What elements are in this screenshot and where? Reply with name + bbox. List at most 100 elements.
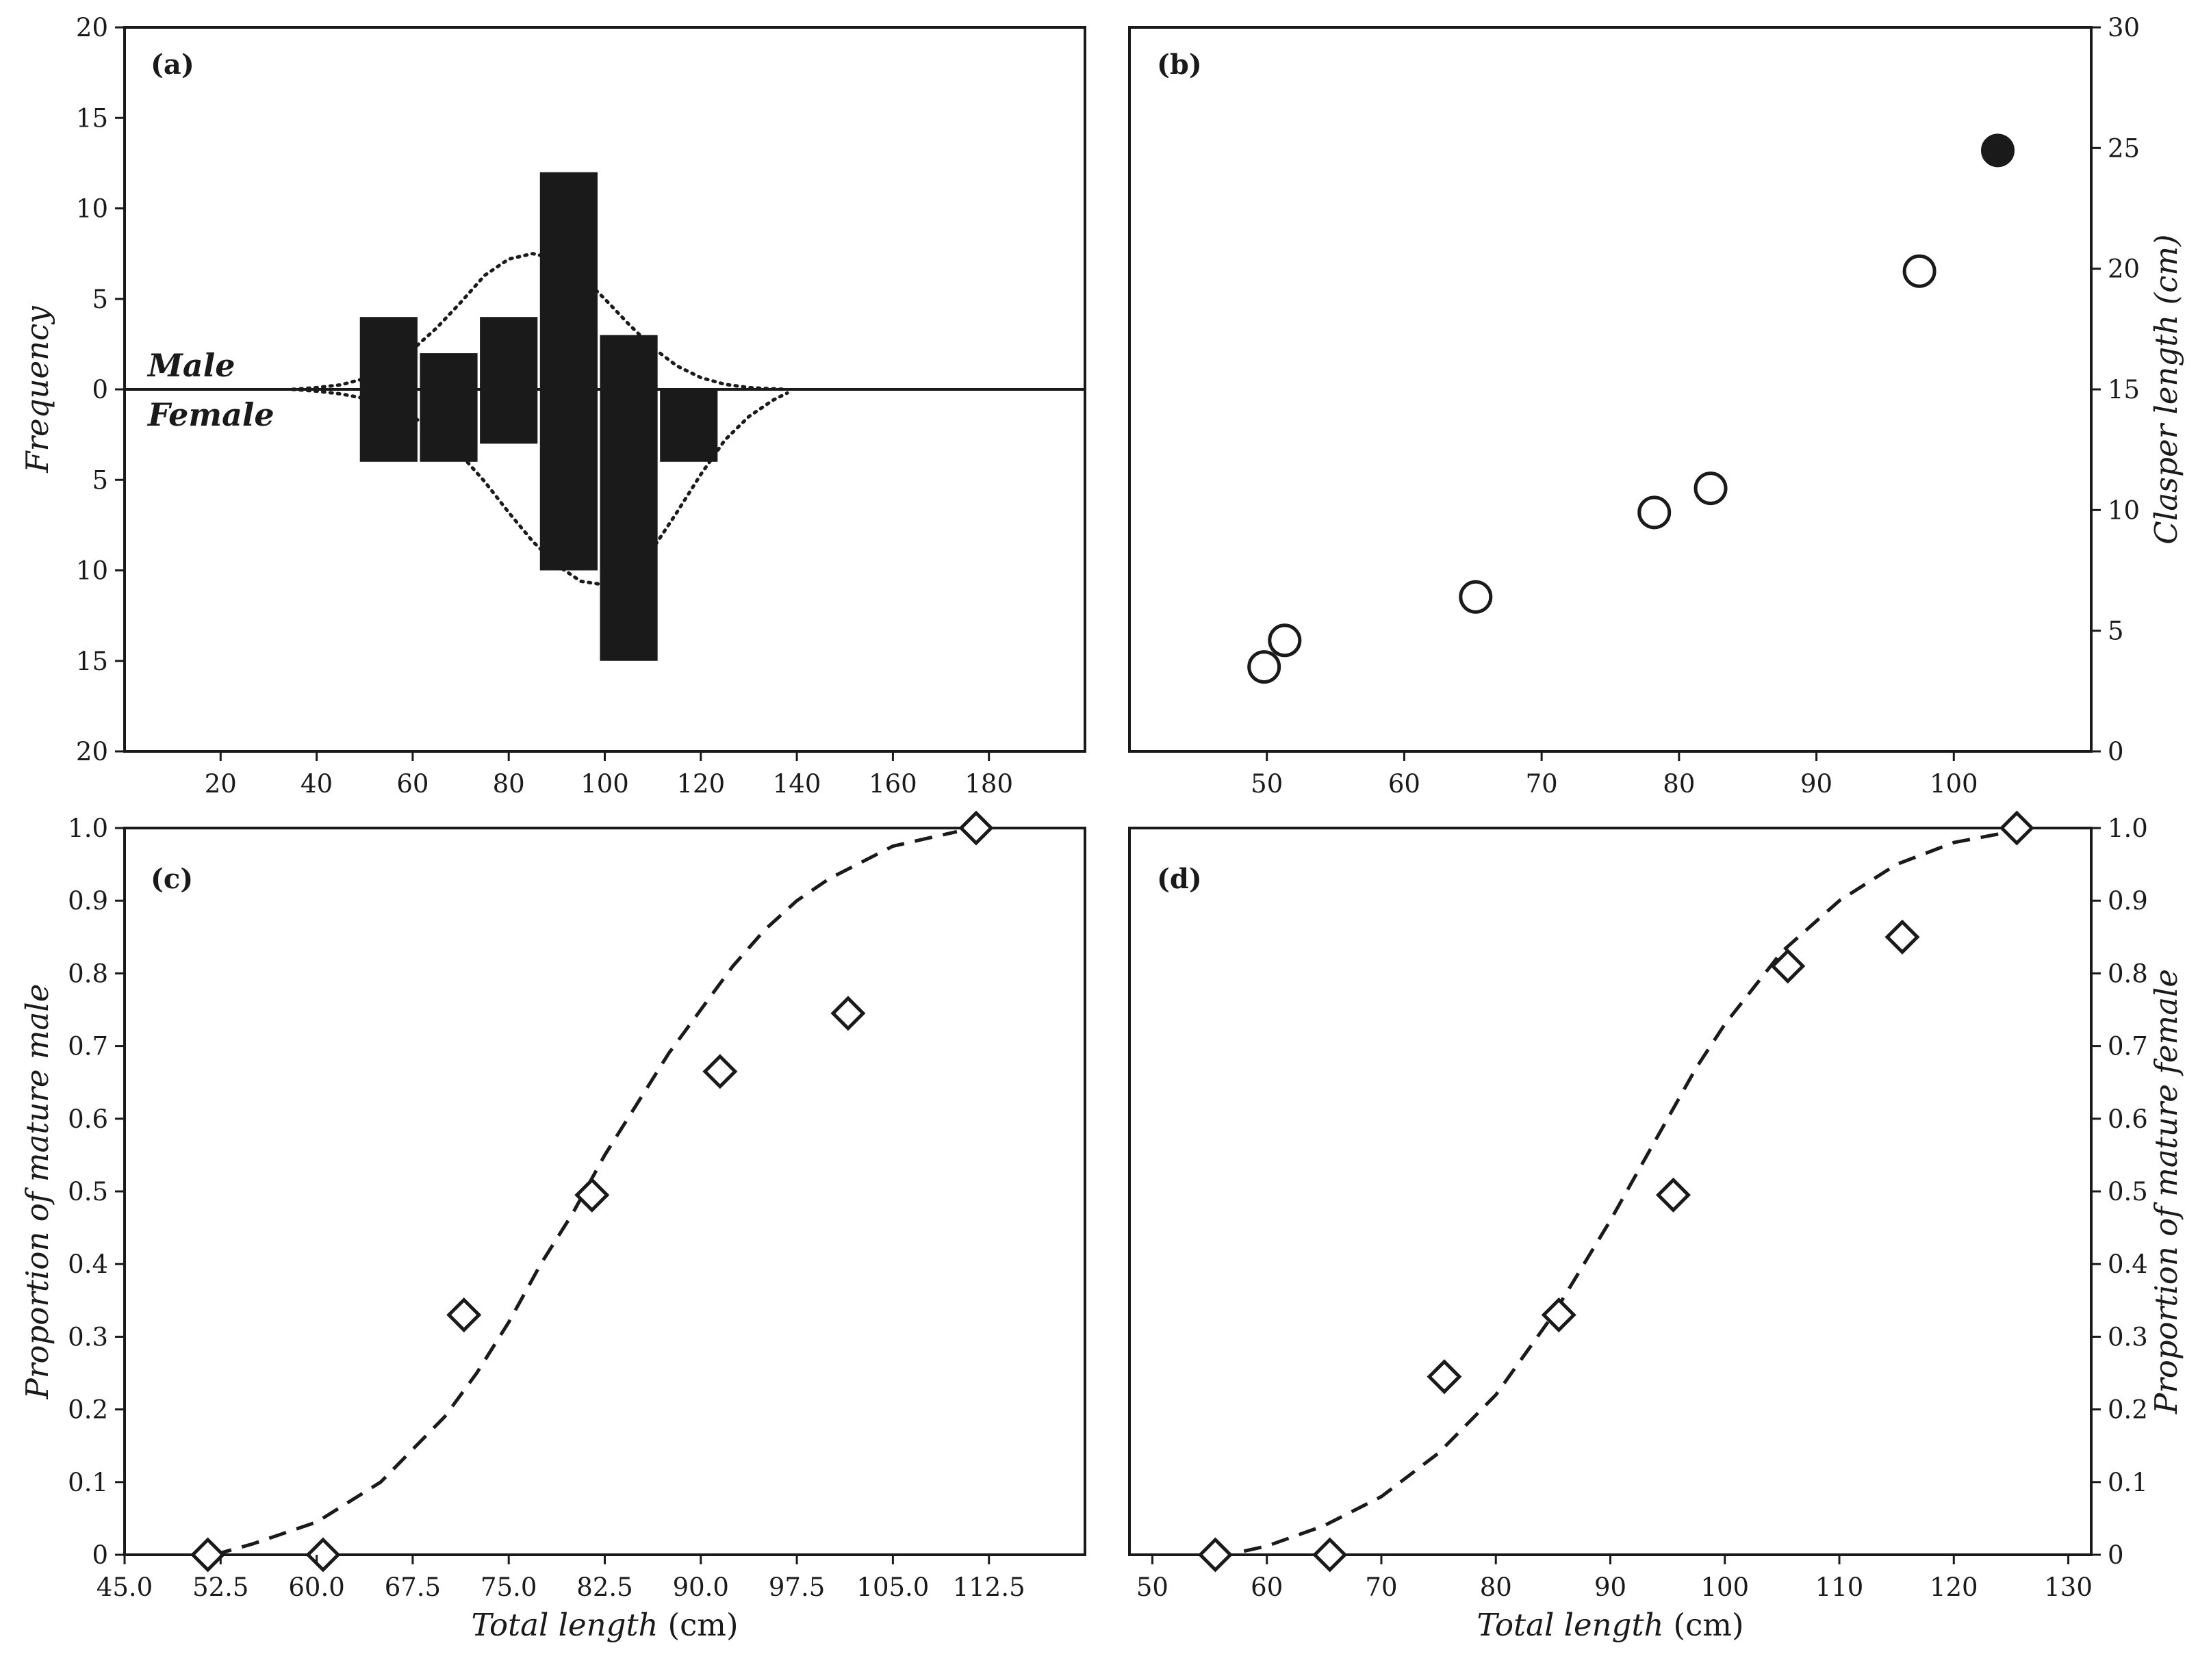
panel-c-x-axis-unit: (cm) xyxy=(668,1607,739,1643)
panel-c-x-tick-label: 82.5 xyxy=(576,1573,632,1602)
panel-b-y-tick-label: 30 xyxy=(2108,13,2140,42)
panel-c-label: (c) xyxy=(151,863,193,895)
female-normal-curve xyxy=(291,387,789,587)
panel-c-y-tick-label: 0.2 xyxy=(68,1395,108,1425)
panel-a-y-tick-label: 0 xyxy=(92,375,108,404)
panel-c-y-tick-label: 0.1 xyxy=(68,1468,108,1497)
panel-a-x-tick-label: 60 xyxy=(396,769,429,799)
immature-point xyxy=(1902,254,1937,288)
panel-c-x-tick-label: 97.5 xyxy=(769,1573,825,1602)
panel-b-y-tick-label: 0 xyxy=(2108,737,2124,766)
panel-a-y-tick-label: 15 xyxy=(76,647,108,676)
panel-d-y-tick-label: 0.6 xyxy=(2108,1104,2148,1134)
panel-c-y-tick-label: 0.8 xyxy=(68,959,108,988)
panel-c-x-axis-title: Total length (cm) xyxy=(471,1607,738,1643)
female-bar xyxy=(480,389,538,444)
panel-b-label: (b) xyxy=(1157,49,1202,81)
panel-d-y-tick-label: 0 xyxy=(2108,1540,2124,1570)
panel-c-x-tick-label: 45.0 xyxy=(97,1573,153,1602)
panel-c-y-tick-label: 0.3 xyxy=(68,1322,108,1352)
male-bar xyxy=(420,353,478,389)
maturity-point xyxy=(958,810,994,846)
panel-d-x-axis-title: Total length (cm) xyxy=(1477,1607,1743,1643)
panel-a: 20 40 60 80 100 120 140 160 180 20 15 10 5 0 5 10 15 20 (a… xyxy=(19,13,1086,799)
panel-d-frame xyxy=(1128,827,2093,1556)
panel-a-y-tick-label: 20 xyxy=(76,737,108,766)
panel-a-y-tick-label: 10 xyxy=(76,194,108,224)
female-bar xyxy=(420,389,478,462)
panel-b-y-tick-label: 25 xyxy=(2108,133,2140,163)
panel-c-x-tick-label: 67.5 xyxy=(385,1573,441,1602)
male-normal-curve xyxy=(291,252,789,391)
panel-b-y-tick-label: 5 xyxy=(2108,617,2124,646)
panel-a-x-tick-label: 100 xyxy=(580,769,629,799)
panel-d-y-axis-title: Proportion of mature female xyxy=(2148,969,2184,1414)
panel-d-x-axis-unit: (cm) xyxy=(1674,1607,1744,1643)
panel-a-y-tick-label: 15 xyxy=(76,103,108,133)
panel-b-y-tick-label: 20 xyxy=(2108,255,2140,284)
immature-point xyxy=(1637,495,1672,530)
panel-d-y-tick-label: 0.2 xyxy=(2108,1395,2148,1425)
panel-a-x-tick-label: 80 xyxy=(493,769,525,799)
female-bar xyxy=(660,389,718,462)
panel-a-x-tick-label: 20 xyxy=(205,769,237,799)
male-bar xyxy=(539,172,598,389)
male-bar xyxy=(480,317,538,389)
immature-point xyxy=(1268,623,1302,658)
maturity-point xyxy=(446,1297,482,1333)
maturity-point xyxy=(702,1054,738,1089)
panel-a-x-tick-label: 180 xyxy=(964,769,1013,799)
panel-b-y-tick-label: 15 xyxy=(2108,375,2140,404)
panel-d-x-tick-label: 90 xyxy=(1594,1573,1626,1602)
panel-c-y-tick-label: 0.6 xyxy=(68,1104,108,1134)
panel-b-x-tick-label: 100 xyxy=(1930,769,1978,799)
immature-point xyxy=(1247,650,1281,684)
panel-d-x-tick-label: 130 xyxy=(2044,1573,2093,1602)
immature-point xyxy=(1694,471,1728,506)
panel-b-y-tick-label: 10 xyxy=(2108,495,2140,525)
panel-d: 50 60 70 80 90 100 110 120 130 0 0.1 0.2 0.3 0.4 0.5 0.… xyxy=(1128,810,2184,1643)
maturity-point xyxy=(1197,1537,1233,1573)
female-bar xyxy=(359,389,418,462)
maturity-point xyxy=(1884,919,1920,955)
panel-c-y-tick-label: 0 xyxy=(92,1540,108,1570)
maturity-point xyxy=(830,996,866,1031)
maturity-point xyxy=(305,1537,341,1573)
maturity-point xyxy=(1427,1359,1462,1395)
panel-d-x-tick-label: 100 xyxy=(1700,1573,1749,1602)
panel-d-x-axis-title-main: Total length xyxy=(1477,1607,1663,1643)
panel-d-y-tick-label: 0.7 xyxy=(2108,1032,2148,1061)
panel-c-x-axis-title-main: Total length xyxy=(471,1607,658,1643)
panel-a-x-tick-label: 160 xyxy=(869,769,917,799)
mature-point xyxy=(1981,133,2015,168)
panel-d-y-tick-label: 0.8 xyxy=(2108,959,2148,988)
panel-b-y-axis-title: Clasper length (cm) xyxy=(2148,234,2184,544)
panel-c-y-tick-label: 0.7 xyxy=(68,1032,108,1061)
maturity-point xyxy=(1541,1297,1576,1333)
maturity-point xyxy=(1312,1537,1348,1573)
panel-a-y-tick-label: 5 xyxy=(92,465,108,495)
panel-c-x-tick-label: 105.0 xyxy=(856,1573,929,1602)
maturity-point xyxy=(190,1537,226,1573)
panel-d-x-tick-label: 50 xyxy=(1136,1573,1168,1602)
panel-a-x-tick-label: 140 xyxy=(773,769,821,799)
panel-d-x-tick-label: 80 xyxy=(1480,1573,1512,1602)
maturity-point xyxy=(1770,948,1806,984)
panel-c-y-axis-title: Proportion of mature male xyxy=(19,984,55,1400)
panel-a-y-tick-label: 5 xyxy=(92,285,108,314)
panel-b-x-tick-label: 60 xyxy=(1388,769,1420,799)
panel-c-x-tick-label: 112.5 xyxy=(953,1573,1025,1602)
panel-c-y-tick-label: 0.9 xyxy=(68,886,108,916)
panel-b: 50 60 70 80 90 100 0 5 10 15 20 25 30 (b) Clasper leng… xyxy=(1128,13,2184,799)
panel-d-x-tick-label: 70 xyxy=(1365,1573,1397,1602)
panel-c-x-tick-label: 75.0 xyxy=(481,1573,537,1602)
panel-d-label: (d) xyxy=(1157,863,1202,895)
panel-b-x-tick-label: 70 xyxy=(1526,769,1558,799)
panel-b-x-tick-label: 50 xyxy=(1251,769,1283,799)
maturity-point xyxy=(574,1177,610,1213)
panel-a-y-axis-title: Frequency xyxy=(19,306,55,474)
female-bar xyxy=(600,389,658,661)
panel-d-y-tick-label: 0.5 xyxy=(2108,1177,2148,1206)
panel-d-y-tick-label: 0.9 xyxy=(2108,886,2148,916)
